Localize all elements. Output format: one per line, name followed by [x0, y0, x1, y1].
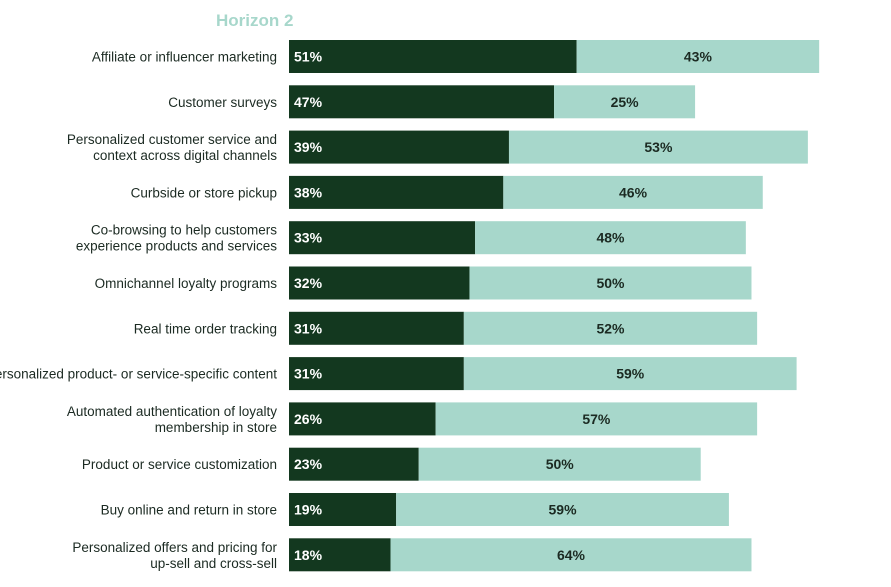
bar-segment-series-1 [289, 447, 419, 481]
bar-segment-series-1 [289, 493, 397, 526]
bar-segment-horizon-2 [435, 402, 758, 436]
bar-row: Omnichannel loyalty programs 32% 50% [95, 266, 752, 300]
value-label: 23% [294, 456, 323, 472]
bar-row: Customer surveys 47% 25% [168, 85, 696, 119]
bar-segment-horizon-2 [418, 447, 701, 481]
value-label: 39% [294, 139, 323, 155]
bar-segment-series-1 [289, 538, 391, 572]
value-label: 64% [557, 547, 586, 563]
value-label: 53% [644, 139, 673, 155]
category-label: Co-browsing to help customers experience … [76, 223, 277, 254]
value-label: 31% [294, 366, 323, 382]
bar-segment-series-1 [289, 266, 470, 300]
value-label: 59% [549, 502, 578, 518]
bar-row: Buy online and return in store 19% 59% [101, 493, 729, 526]
value-label: 32% [294, 275, 323, 291]
value-label: 18% [294, 547, 323, 563]
bar-row: Curbside or store pickup 38% 46% [131, 175, 763, 209]
category-label: Omnichannel loyalty programs [95, 276, 278, 291]
bar-segment-horizon-2 [463, 357, 797, 391]
bar-segment-horizon-2 [390, 538, 752, 572]
bar-segment-horizon-2 [463, 311, 758, 345]
category-label: Customer surveys [168, 95, 277, 110]
category-label: Personalized customer service and context… [67, 132, 277, 163]
bar-segment-horizon-2 [576, 40, 820, 73]
bar-row: Personalized offers and pricing for up-se… [72, 538, 752, 572]
bar-segment-horizon-2 [396, 493, 729, 526]
value-label: 25% [611, 94, 640, 110]
category-label: Personalized product- or service-specifi… [0, 367, 277, 382]
bar-row: Real time order tracking 31% 52% [134, 311, 758, 345]
legend-horizon-2: Horizon 2 [216, 11, 293, 30]
bar-row: Personalized customer service and context… [67, 130, 808, 164]
bar-segment-series-1 [289, 402, 436, 436]
bar-segment-series-1 [289, 175, 504, 209]
value-label: 50% [596, 275, 625, 291]
category-label: Automated authentication of loyalty membe… [67, 404, 277, 435]
category-label: Personalized offers and pricing for up-se… [72, 540, 277, 571]
bar-segment-horizon-2 [508, 130, 808, 164]
bar-segment-horizon-2 [503, 175, 763, 209]
bars-group: Affiliate or influencer marketing 51% 43% C… [0, 40, 820, 572]
value-label: 38% [294, 184, 323, 200]
bar-segment-series-1 [289, 40, 577, 73]
bar-row: Affiliate or influencer marketing 51% 43% [92, 40, 820, 73]
value-label: 33% [294, 230, 323, 246]
value-label: 59% [616, 366, 645, 382]
bar-segment-horizon-2 [469, 266, 752, 300]
value-label: 57% [582, 411, 611, 427]
bar-segment-series-1 [289, 357, 464, 391]
value-label: 46% [619, 184, 648, 200]
category-label: Affiliate or influencer marketing [92, 50, 277, 65]
category-label: Product or service customization [82, 457, 277, 472]
value-label: 43% [684, 49, 713, 65]
value-label: 47% [294, 94, 323, 110]
category-label: Buy online and return in store [101, 503, 277, 518]
bar-row: Co-browsing to help customers experience … [76, 221, 746, 255]
bar-segment-horizon-2 [475, 221, 746, 255]
value-label: 51% [294, 49, 323, 65]
value-label: 26% [294, 411, 323, 427]
value-label: 19% [294, 502, 323, 518]
bar-segment-series-1 [289, 130, 509, 164]
value-label: 52% [596, 320, 625, 336]
bar-row: Product or service customization 23% 50% [82, 447, 701, 481]
category-label: Real time order tracking [134, 321, 277, 336]
bar-segment-series-1 [289, 221, 476, 255]
bar-segment-horizon-2 [554, 85, 696, 119]
bar-segment-series-1 [289, 311, 464, 345]
bar-row: Personalized product- or service-specifi… [0, 357, 797, 391]
value-label: 50% [546, 456, 575, 472]
category-label: Curbside or store pickup [131, 185, 277, 200]
bar-segment-series-1 [289, 85, 555, 119]
value-label: 48% [596, 230, 625, 246]
value-label: 31% [294, 320, 323, 336]
bar-row: Automated authentication of loyalty membe… [67, 402, 758, 436]
